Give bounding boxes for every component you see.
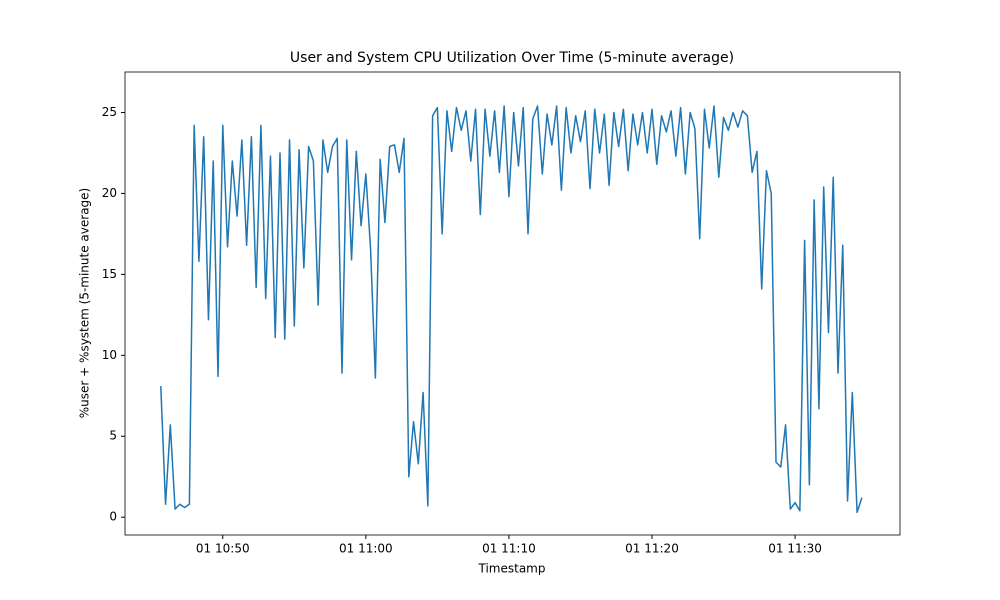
data-line [160,105,863,514]
chart-title: User and System CPU Utilization Over Tim… [290,50,734,66]
x-axis-label: Timestamp [478,562,546,576]
y-tick-label: 25 [102,105,117,119]
x-tick-label: 01 10:50 [196,542,250,556]
y-tick-label: 15 [102,267,117,281]
x-tick-label: 01 11:20 [625,542,679,556]
x-tick-label: 01 11:30 [768,542,822,556]
y-tick-label: 5 [109,429,117,443]
y-tick-label: 10 [102,348,117,362]
y-axis-label: %user + %system (5-minute average) [78,188,92,418]
x-tick-label: 01 11:10 [482,542,536,556]
y-tick-label: 20 [102,186,117,200]
x-tick-label: 01 11:00 [339,542,393,556]
plot-frame [124,71,901,536]
y-tick-label: 0 [109,510,117,524]
